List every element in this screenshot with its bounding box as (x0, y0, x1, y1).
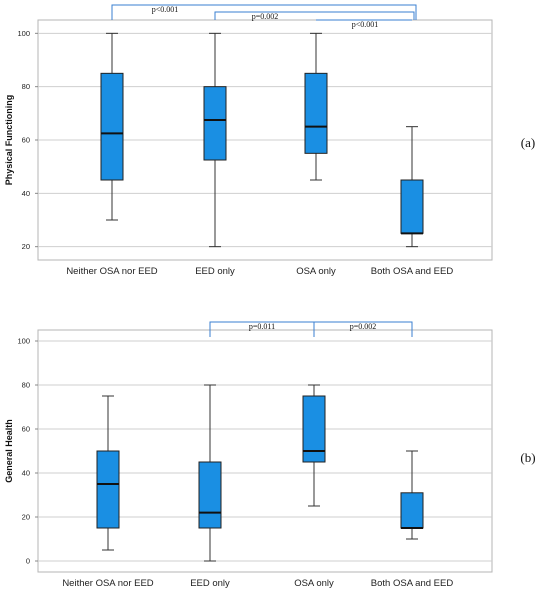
bracket-line (214, 11, 415, 20)
significance-bracket-0: p<0.001 (111, 4, 417, 20)
box-2 (302, 384, 326, 507)
y-tick-label: 80 (22, 82, 30, 91)
x-category-label: Both OSA and EED (371, 578, 454, 589)
y-tick-label: 20 (22, 242, 30, 251)
box-3 (400, 126, 424, 248)
y-tick-label: 80 (22, 381, 30, 390)
p-value-label: p=0.011 (249, 322, 275, 331)
box-iqr (304, 72, 328, 154)
box-3 (400, 450, 424, 540)
x-category-label: OSA only (296, 266, 336, 277)
chart-panel-a: 20 40 60 80 100 Physical Functioning Neither O… (4, 4, 535, 277)
y-tick-label: 40 (22, 189, 30, 198)
y-axis-title: General Health (4, 419, 14, 483)
box-iqr (96, 450, 120, 529)
y-tick-label: 60 (22, 425, 30, 434)
x-category-label: EED only (195, 266, 235, 277)
box-1 (203, 32, 227, 248)
p-value-label: p=0.002 (350, 322, 377, 331)
y-axis-title: Physical Functioning (4, 95, 14, 186)
box-iqr (100, 72, 124, 181)
significance-bracket-1: p=0.002 (313, 321, 413, 337)
box-0 (96, 395, 120, 551)
x-category-label: Neither OSA nor EED (66, 266, 157, 277)
y-tick-label: 60 (22, 136, 30, 145)
box-iqr (400, 179, 424, 234)
y-tick-label: 100 (17, 337, 30, 346)
x-category-label: EED only (190, 578, 230, 589)
significance-bracket-1: p=0.002 (214, 11, 415, 21)
box-1 (198, 384, 222, 562)
box-0 (100, 32, 124, 221)
y-tick-label: 20 (22, 513, 30, 522)
bracket-line (313, 321, 413, 337)
p-value-label: p<0.001 (152, 5, 179, 14)
x-category-label: OSA only (294, 578, 334, 589)
x-category-label: Neither OSA nor EED (62, 578, 153, 589)
box-iqr (302, 395, 326, 463)
box-2 (304, 32, 328, 181)
box-iqr (400, 492, 424, 529)
p-value-label: p<0.001 (352, 20, 379, 29)
x-category-label: Both OSA and EED (371, 266, 454, 277)
bracket-line (111, 4, 417, 20)
plot-frame (37, 329, 493, 573)
y-tick-label: 0 (26, 557, 30, 566)
significance-bracket-2: p<0.001 (316, 19, 412, 29)
box-iqr (198, 461, 222, 529)
chart-panel-b: 0 20 40 60 80 100 General Health Neither OSA no… (4, 321, 536, 589)
p-value-label: p=0.002 (252, 12, 279, 21)
y-tick-label: 40 (22, 469, 30, 478)
panel-label: (b) (520, 450, 535, 465)
panel-label: (a) (521, 135, 535, 150)
box-iqr (203, 86, 227, 161)
y-tick-label: 100 (17, 29, 30, 38)
